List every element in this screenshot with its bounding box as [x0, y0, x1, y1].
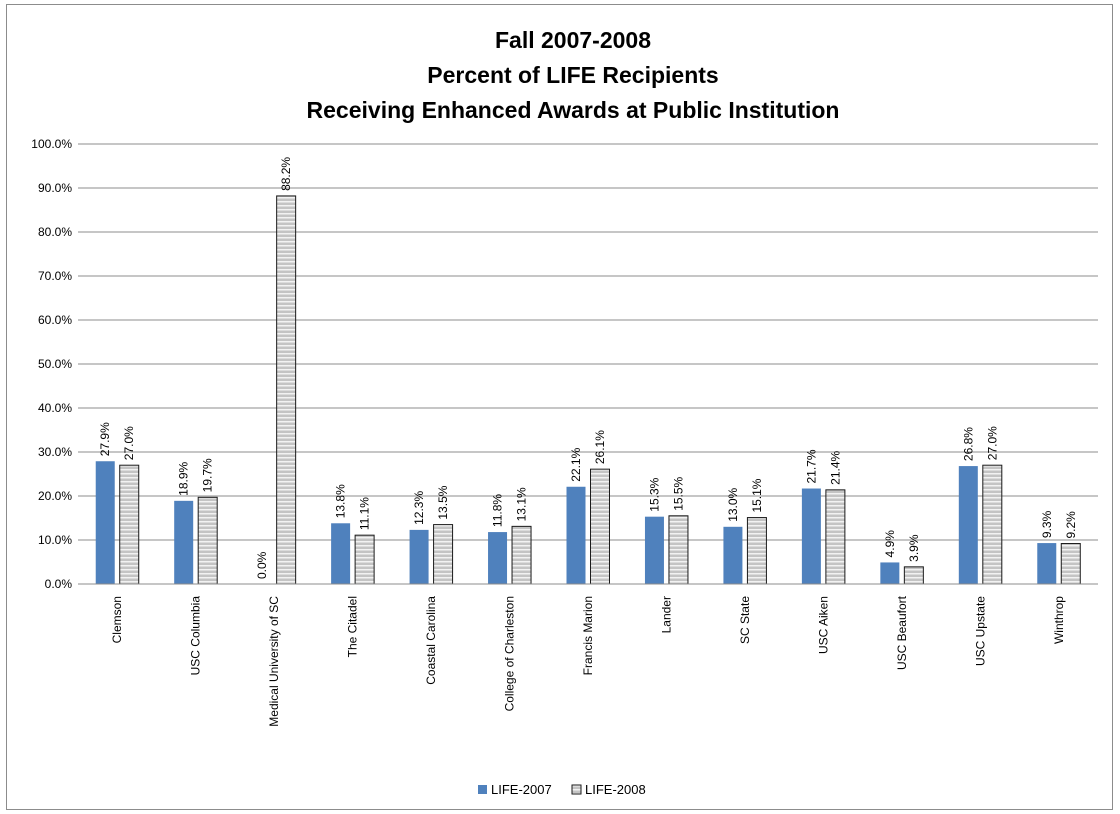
chart-title: Fall 2007-2008 Percent of LIFE Recipient…: [307, 27, 840, 123]
x-category-label: Francis Marion: [581, 596, 595, 675]
bar-life-2007-9: [801, 488, 821, 584]
x-category-label: Coastal Carolina: [424, 596, 438, 685]
y-tick-label: 50.0%: [38, 357, 72, 371]
bar-life-2007-12: [1037, 543, 1057, 584]
chart-title-line-1: Fall 2007-2008: [495, 27, 651, 53]
bar-life-2008-6: [590, 468, 610, 585]
x-category-label: College of Charleston: [503, 596, 517, 711]
x-category-label: USC Upstate: [973, 596, 987, 666]
x-category-label: USC Beaufort: [895, 595, 909, 670]
bar-life-2007-8: [723, 526, 743, 584]
y-axis-tick-labels: 0.0% 10.0% 20.0% 30.0% 40.0% 50.0% 60.0% 70.0% 8…: [31, 137, 72, 591]
data-label: 13.1%: [515, 487, 529, 521]
legend-label: LIFE-2008: [585, 782, 646, 797]
data-label: 27.0%: [985, 426, 999, 460]
bar-life-2007-11: [958, 466, 978, 584]
bar-life-2007-5: [488, 532, 508, 584]
data-label: 12.3%: [412, 491, 426, 525]
y-tick-label: 100.0%: [31, 137, 72, 151]
data-label: 21.7%: [804, 449, 818, 483]
x-category-label: SC State: [738, 596, 752, 644]
x-category-label: Clemson: [110, 596, 124, 643]
bars: [95, 195, 1081, 585]
data-label: 4.9%: [883, 530, 897, 558]
bar-life-2008-0: [119, 464, 140, 585]
data-label: 13.0%: [726, 487, 740, 521]
y-tick-label: 0.0%: [45, 577, 73, 591]
y-tick-label: 60.0%: [38, 313, 72, 327]
data-label: 11.1%: [358, 497, 372, 530]
data-label: 0.0%: [255, 551, 269, 579]
data-labels: 27.9% 27.0% 18.9% 19.7% 0.0% 88.2% 13.8% 11.1% 1…: [98, 157, 1078, 579]
gridlines: [78, 143, 1098, 541]
chart-title-line-3: Receiving Enhanced Awards at Public Inst…: [307, 97, 840, 123]
x-category-label: Medical University of SC: [267, 596, 281, 727]
x-category-label: USC Columbia: [189, 596, 203, 676]
legend-swatch: [571, 784, 582, 795]
y-tick-label: 90.0%: [38, 181, 72, 195]
bar-life-2008-2: [276, 195, 297, 585]
bar-life-2008-3: [354, 534, 375, 585]
bar-life-2007-7: [644, 516, 664, 584]
legend-swatch: [478, 785, 487, 794]
data-label: 88.2%: [279, 157, 293, 191]
bar-life-2007-10: [880, 562, 900, 584]
bar-life-2007-6: [566, 486, 586, 584]
bar-life-2008-11: [982, 464, 1003, 585]
data-label: 27.9%: [98, 422, 112, 456]
data-label: 26.8%: [961, 427, 975, 461]
bar-life-2008-4: [433, 524, 454, 585]
x-category-label: The Citadel: [346, 596, 360, 657]
bar-life-2008-5: [511, 525, 532, 585]
chart-frame: Fall 2007-2008 Percent of LIFE Recipient…: [6, 4, 1113, 810]
y-tick-label: 40.0%: [38, 401, 72, 415]
bar-life-2008-1: [197, 496, 218, 585]
bar-life-2007-0: [95, 461, 115, 584]
data-label: 13.5%: [436, 485, 450, 519]
data-label: 13.8%: [334, 484, 348, 518]
x-category-label: Lander: [659, 596, 673, 633]
data-label: 15.3%: [647, 477, 661, 511]
x-category-label: Winthrop: [1052, 596, 1066, 644]
data-label: 27.0%: [122, 426, 136, 460]
bar-life-2008-12: [1060, 543, 1081, 585]
data-label: 9.3%: [1040, 510, 1054, 538]
y-tick-label: 10.0%: [38, 533, 72, 547]
bar-life-2007-3: [331, 523, 351, 584]
x-axis-category-labels: Clemson USC Columbia Medical University of…: [110, 595, 1066, 726]
data-label: 15.5%: [671, 476, 685, 510]
data-label: 18.9%: [177, 461, 191, 495]
y-tick-label: 20.0%: [38, 489, 72, 503]
bar-life-2007-4: [409, 529, 429, 584]
legend-label: LIFE-2007: [491, 782, 552, 797]
bar-life-2008-7: [668, 515, 689, 585]
bar-chart: Fall 2007-2008 Percent of LIFE Recipient…: [31, 27, 1098, 797]
data-label: 21.4%: [828, 450, 842, 484]
y-tick-label: 70.0%: [38, 269, 72, 283]
data-label: 26.1%: [593, 430, 607, 464]
data-label: 15.1%: [750, 478, 764, 512]
y-tick-label: 80.0%: [38, 225, 72, 239]
y-tick-label: 30.0%: [38, 445, 72, 459]
chart-title-line-2: Percent of LIFE Recipients: [427, 62, 718, 88]
bar-life-2007-1: [174, 500, 194, 584]
data-label: 9.2%: [1064, 511, 1078, 539]
legend: LIFE-2007 LIFE-2008: [478, 782, 646, 797]
x-category-label: USC Aiken: [816, 596, 830, 654]
data-label: 3.9%: [907, 534, 921, 562]
bar-life-2008-9: [825, 489, 846, 585]
bar-life-2008-8: [746, 517, 767, 585]
data-label: 11.8%: [491, 494, 505, 527]
bar-life-2008-10: [903, 566, 924, 585]
data-label: 22.1%: [569, 447, 583, 481]
data-label: 19.7%: [201, 458, 215, 492]
